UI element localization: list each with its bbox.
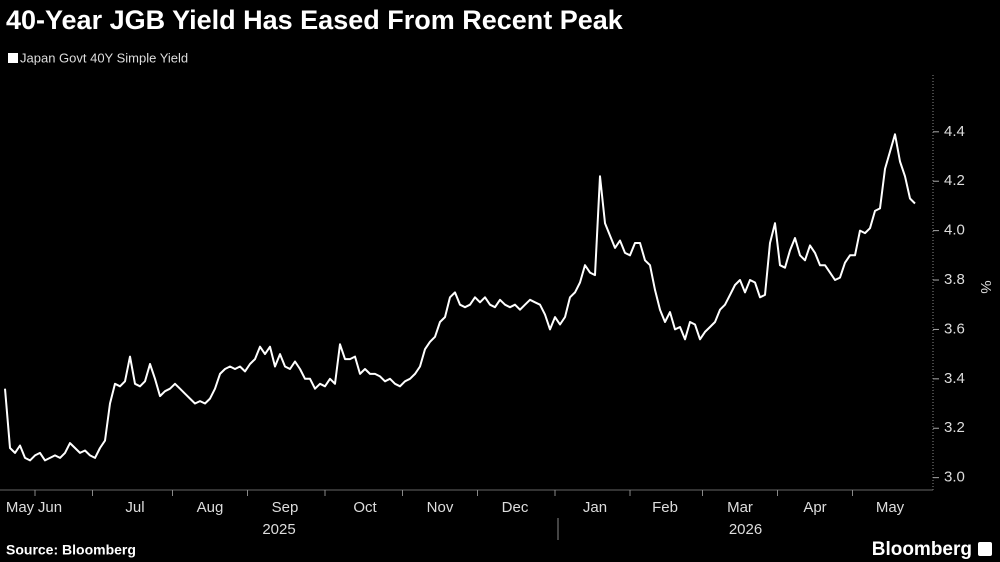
x-tick-label: Jun [38,499,62,516]
line-series [4,133,916,462]
y-tick-label: 4.0 [944,222,965,239]
y-axis-label: % [977,280,994,293]
y-tick-label: 4.2 [944,172,965,189]
x-tick-label: Oct [353,499,377,516]
y-tick-label: 3.2 [944,419,965,436]
y-tick-label: 3.0 [944,469,965,486]
x-tick-label: Nov [427,499,454,516]
y-tick-label: 3.8 [944,271,965,288]
year-label: 2026 [729,521,762,538]
x-tick-label: Dec [502,499,529,516]
legend-swatch [8,53,18,63]
x-tick-label: Feb [652,499,678,516]
x-tick-label: Aug [197,499,224,516]
x-tick-label: Apr [803,499,826,516]
x-tick-label: Mar [727,499,753,516]
x-tick-label: Sep [272,499,299,516]
brand-icon [978,542,992,556]
x-tick-label: May [6,499,35,516]
y-tick-label: 3.6 [944,320,965,337]
brand: Bloomberg [872,539,972,560]
source: Source: Bloomberg [6,542,136,558]
x-tick-label: May [876,499,905,516]
x-tick-label: Jan [583,499,607,516]
x-tick-label: Jul [125,499,144,516]
y-tick-label: 4.4 [944,123,965,140]
legend-label: Japan Govt 40Y Simple Yield [20,50,188,65]
chart-title: 40-Year JGB Yield Has Eased From Recent … [6,5,624,35]
year-label: 2025 [262,521,295,538]
y-tick-label: 3.4 [944,370,965,387]
